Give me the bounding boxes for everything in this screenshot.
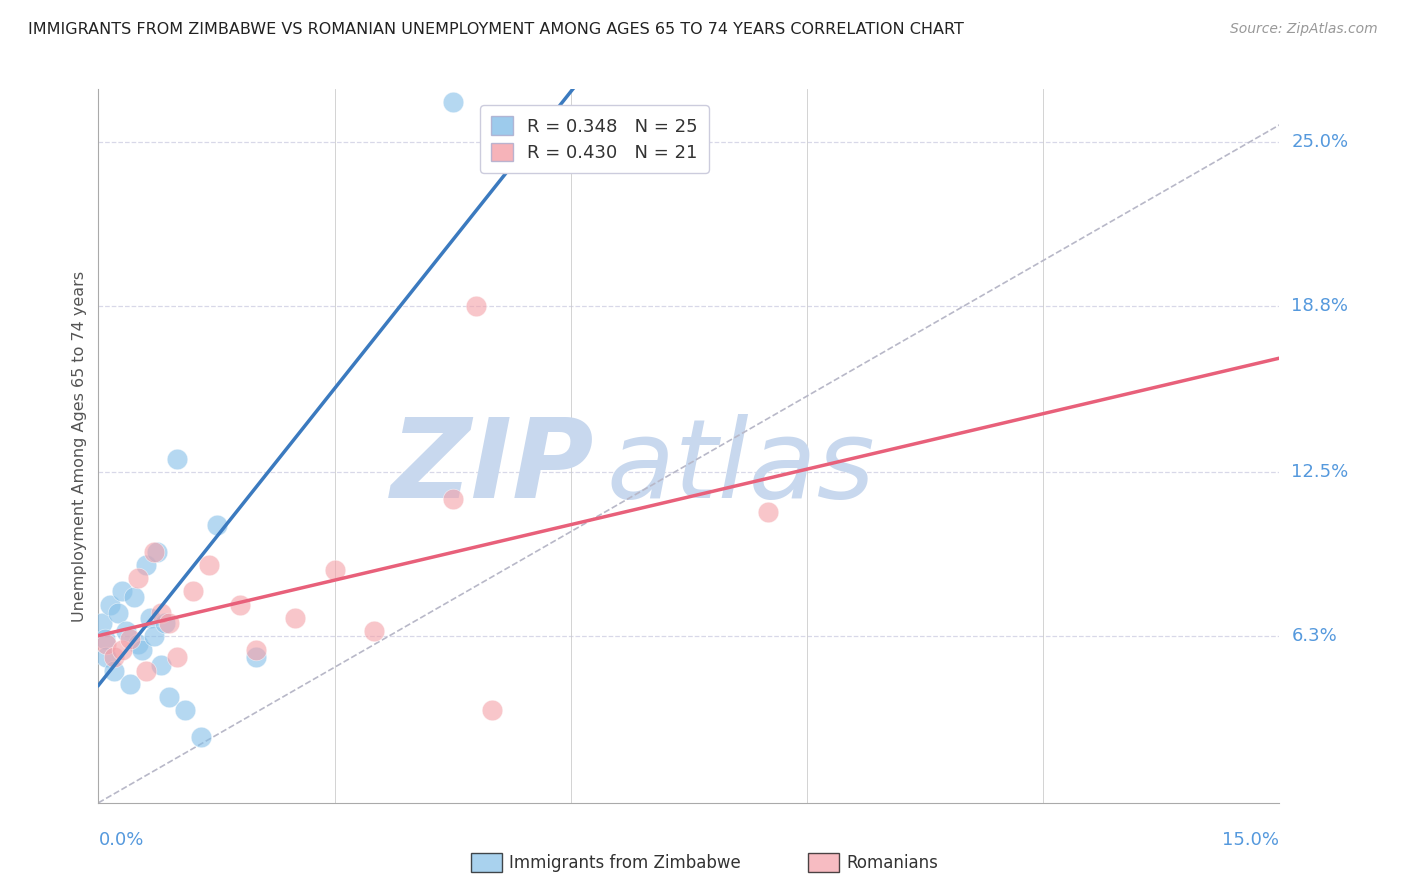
Point bbox=[142, 545, 165, 559]
Point bbox=[197, 558, 219, 572]
Point bbox=[135, 664, 157, 678]
Point bbox=[284, 611, 307, 625]
Point bbox=[465, 299, 488, 313]
Point bbox=[245, 642, 267, 657]
Point bbox=[150, 606, 173, 620]
Legend: R = 0.348   N = 25, R = 0.430   N = 21: R = 0.348 N = 25, R = 0.430 N = 21 bbox=[481, 105, 709, 173]
Text: Source: ZipAtlas.com: Source: ZipAtlas.com bbox=[1230, 22, 1378, 37]
Point bbox=[157, 616, 180, 631]
Text: atlas: atlas bbox=[606, 414, 875, 521]
Point bbox=[323, 563, 346, 577]
Point bbox=[103, 664, 125, 678]
Point bbox=[91, 616, 114, 631]
Point bbox=[131, 642, 153, 657]
Point bbox=[115, 624, 138, 638]
Point bbox=[135, 558, 157, 572]
Text: 25.0%: 25.0% bbox=[1291, 133, 1348, 151]
Text: IMMIGRANTS FROM ZIMBABWE VS ROMANIAN UNEMPLOYMENT AMONG AGES 65 TO 74 YEARS CORR: IMMIGRANTS FROM ZIMBABWE VS ROMANIAN UNE… bbox=[28, 22, 965, 37]
Point bbox=[127, 571, 149, 585]
Point bbox=[111, 584, 134, 599]
Y-axis label: Unemployment Among Ages 65 to 74 years: Unemployment Among Ages 65 to 74 years bbox=[72, 270, 87, 622]
Point bbox=[98, 598, 121, 612]
Point bbox=[155, 616, 177, 631]
Point bbox=[111, 642, 134, 657]
Point bbox=[96, 637, 118, 651]
Text: Romanians: Romanians bbox=[846, 854, 938, 871]
Point bbox=[363, 624, 385, 638]
Point bbox=[122, 590, 145, 604]
Point bbox=[481, 703, 503, 717]
Point bbox=[142, 629, 165, 643]
Point bbox=[441, 95, 464, 110]
Point bbox=[157, 690, 180, 704]
Point bbox=[166, 452, 188, 467]
Text: 0.0%: 0.0% bbox=[98, 831, 143, 849]
Text: ZIP: ZIP bbox=[391, 414, 595, 521]
Point bbox=[93, 632, 115, 646]
Point bbox=[166, 650, 188, 665]
Point bbox=[107, 606, 129, 620]
Point bbox=[118, 632, 141, 646]
Point bbox=[150, 658, 173, 673]
Point bbox=[174, 703, 197, 717]
Point bbox=[96, 650, 118, 665]
Point bbox=[138, 611, 160, 625]
Point bbox=[441, 491, 464, 506]
Point bbox=[103, 650, 125, 665]
Text: 6.3%: 6.3% bbox=[1291, 627, 1337, 645]
Point bbox=[127, 637, 149, 651]
Point bbox=[756, 505, 779, 519]
Text: Immigrants from Zimbabwe: Immigrants from Zimbabwe bbox=[509, 854, 741, 871]
Text: 12.5%: 12.5% bbox=[1291, 464, 1348, 482]
Point bbox=[205, 518, 228, 533]
Point bbox=[245, 650, 267, 665]
Point bbox=[190, 730, 212, 744]
Point bbox=[118, 677, 141, 691]
Text: 15.0%: 15.0% bbox=[1222, 831, 1279, 849]
Point bbox=[181, 584, 204, 599]
Point bbox=[229, 598, 252, 612]
Point bbox=[146, 545, 169, 559]
Text: 18.8%: 18.8% bbox=[1291, 297, 1348, 315]
